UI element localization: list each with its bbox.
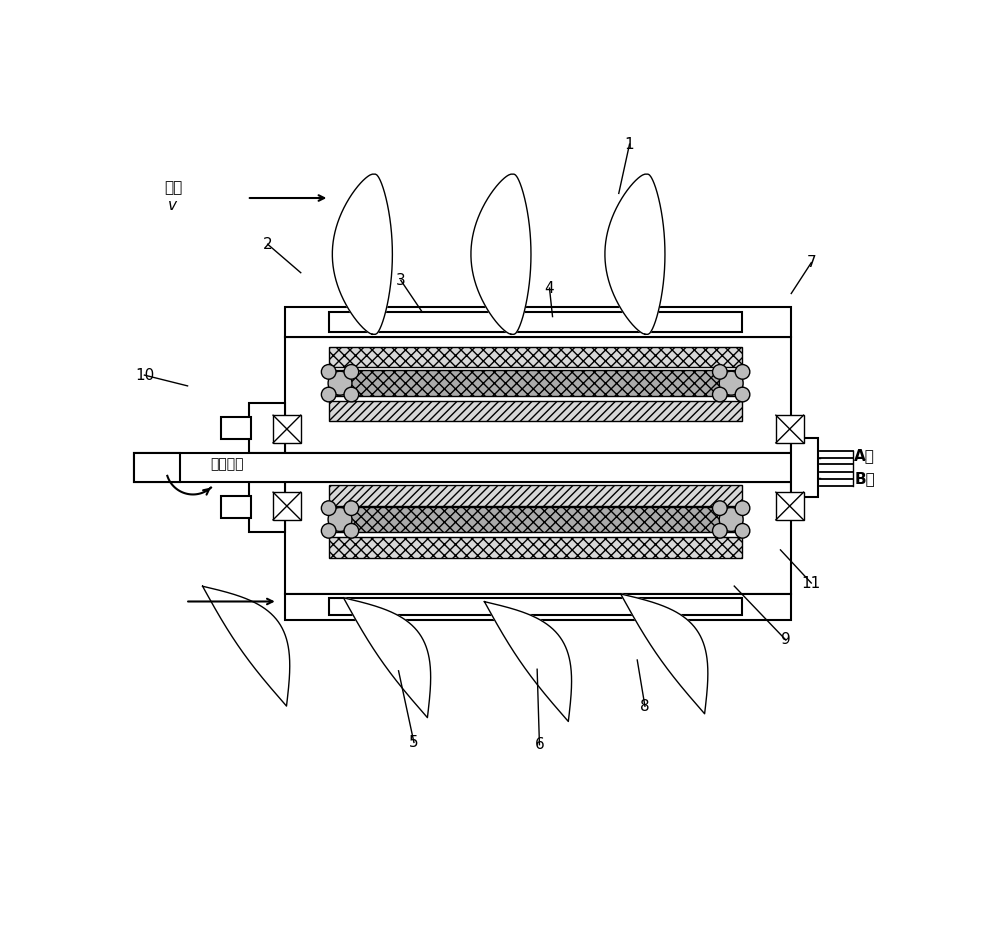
Polygon shape — [332, 174, 392, 334]
Circle shape — [344, 524, 359, 538]
Circle shape — [328, 371, 352, 395]
Bar — [249, 402, 285, 453]
Bar — [791, 438, 818, 497]
Bar — [285, 482, 791, 594]
Circle shape — [735, 500, 750, 515]
Text: v: v — [168, 198, 177, 213]
Bar — [329, 401, 742, 421]
Text: 2: 2 — [263, 237, 272, 252]
Text: A相: A相 — [854, 449, 875, 463]
Polygon shape — [203, 586, 290, 706]
Bar — [285, 594, 791, 620]
Text: 8: 8 — [640, 698, 650, 714]
Text: 4: 4 — [545, 280, 554, 296]
Polygon shape — [343, 598, 431, 718]
Text: 7: 7 — [806, 255, 816, 270]
Circle shape — [344, 500, 359, 515]
Circle shape — [713, 364, 727, 379]
Circle shape — [735, 388, 750, 401]
Circle shape — [735, 364, 750, 379]
Bar — [329, 507, 742, 532]
Circle shape — [713, 388, 727, 401]
Bar — [134, 453, 809, 482]
Polygon shape — [621, 594, 708, 714]
Text: B相: B相 — [854, 472, 875, 487]
Bar — [329, 371, 742, 396]
Polygon shape — [471, 174, 531, 334]
Text: 3: 3 — [396, 273, 406, 288]
Text: 旋转方向: 旋转方向 — [211, 458, 244, 472]
Bar — [249, 482, 285, 532]
Bar — [134, 453, 180, 482]
Circle shape — [321, 364, 336, 379]
Circle shape — [735, 524, 750, 538]
Circle shape — [328, 508, 352, 532]
Circle shape — [713, 500, 727, 515]
Bar — [285, 337, 791, 453]
Bar — [329, 536, 742, 558]
Bar — [329, 312, 742, 332]
Text: 9: 9 — [781, 633, 791, 648]
Circle shape — [321, 500, 336, 515]
Circle shape — [344, 388, 359, 401]
Bar — [329, 598, 742, 615]
Bar — [776, 492, 804, 520]
Circle shape — [719, 508, 743, 532]
Circle shape — [713, 524, 727, 538]
Circle shape — [344, 364, 359, 379]
Bar — [221, 417, 251, 439]
Text: 风向: 风向 — [164, 179, 183, 195]
Text: 11: 11 — [802, 575, 821, 590]
Text: 1: 1 — [625, 137, 634, 152]
Text: 6: 6 — [535, 737, 544, 752]
Bar — [776, 415, 804, 443]
Bar — [329, 486, 742, 506]
Polygon shape — [484, 601, 572, 722]
Bar — [329, 347, 742, 367]
Bar — [221, 496, 251, 518]
Bar — [273, 492, 301, 520]
Bar — [273, 415, 301, 443]
Bar — [285, 307, 791, 337]
Circle shape — [719, 371, 743, 395]
Circle shape — [321, 524, 336, 538]
Text: 10: 10 — [135, 367, 154, 383]
Circle shape — [321, 388, 336, 401]
Polygon shape — [605, 174, 665, 334]
Text: 5: 5 — [409, 734, 419, 750]
